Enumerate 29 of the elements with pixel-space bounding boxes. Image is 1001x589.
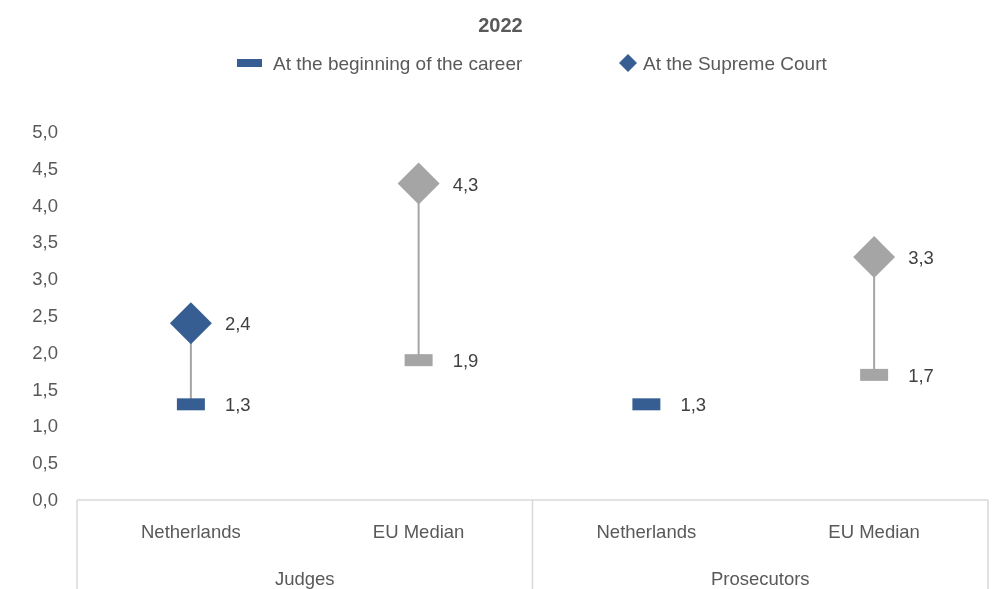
y-tick-label: 4,0	[32, 194, 58, 216]
y-tick-label: 3,0	[32, 268, 58, 290]
data-label: 1,3	[680, 394, 707, 416]
x-tick-label: Netherlands	[596, 521, 697, 542]
y-tick-label: 0,0	[32, 489, 58, 510]
data-label: 1,7	[908, 364, 934, 386]
data-label: 4,3	[452, 173, 479, 195]
y-tick-label: 0,5	[32, 452, 58, 474]
text: Prosecutors	[710, 568, 810, 589]
y-tick-label: 1,0	[32, 415, 58, 437]
data-label: 3,3	[908, 247, 934, 269]
point	[853, 236, 896, 279]
data-label: 1,3	[224, 394, 251, 416]
legend-label: At the beginning of the career	[273, 53, 523, 74]
data-label: 1,9	[452, 350, 479, 372]
x-tick-label: Netherlands	[140, 521, 241, 542]
x-tick-label: EU Median	[372, 521, 465, 542]
y-tick-label: 5,0	[32, 121, 58, 142]
data-label: 2,4	[224, 313, 251, 335]
text: Judges	[274, 568, 335, 589]
x-tick-label: EU Median	[828, 521, 920, 542]
y-tick-label: 4,5	[32, 157, 58, 179]
y-tick-label: 1,5	[32, 378, 58, 400]
y-tick-label: 2,5	[32, 305, 58, 326]
y-tick-label: 2,0	[32, 341, 58, 363]
point	[397, 162, 440, 205]
y-tick-label: 3,5	[32, 231, 58, 253]
chart-title: 2022	[478, 14, 523, 36]
legend-label: At the Supreme Court	[643, 53, 828, 74]
